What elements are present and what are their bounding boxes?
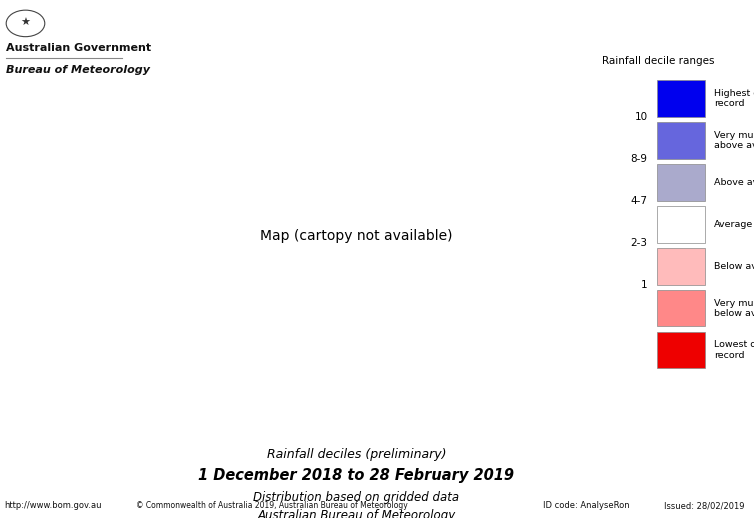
Text: Very much
above average: Very much above average xyxy=(714,131,754,150)
Text: Rainfall decile ranges: Rainfall decile ranges xyxy=(602,55,715,66)
Text: 1: 1 xyxy=(641,280,648,290)
Bar xyxy=(657,206,705,242)
Text: Bureau of Meteorology: Bureau of Meteorology xyxy=(6,65,150,75)
Text: 1 December 2018 to 28 February 2019: 1 December 2018 to 28 February 2019 xyxy=(198,468,514,483)
Bar xyxy=(657,290,705,326)
Text: Below average: Below average xyxy=(714,262,754,271)
Text: © Commonwealth of Australia 2019, Australian Bureau of Meteorology: © Commonwealth of Australia 2019, Austra… xyxy=(136,501,407,510)
Text: Very much
below average: Very much below average xyxy=(714,298,754,318)
Text: Rainfall deciles (preliminary): Rainfall deciles (preliminary) xyxy=(266,448,446,461)
Text: 8-9: 8-9 xyxy=(630,154,648,164)
Text: Above average: Above average xyxy=(714,178,754,187)
Text: ★: ★ xyxy=(20,19,30,28)
Text: Lowest on
record: Lowest on record xyxy=(714,340,754,360)
Bar xyxy=(657,332,705,368)
Text: Distribution based on gridded data: Distribution based on gridded data xyxy=(253,491,459,504)
Bar xyxy=(657,248,705,284)
Bar xyxy=(657,122,705,159)
Text: 4-7: 4-7 xyxy=(630,196,648,206)
Text: ID code: AnalyseRon: ID code: AnalyseRon xyxy=(543,501,630,510)
Text: Highest on
record: Highest on record xyxy=(714,89,754,108)
Text: 2-3: 2-3 xyxy=(630,238,648,248)
Text: Australian Government: Australian Government xyxy=(6,44,152,53)
Text: Map (cartopy not available): Map (cartopy not available) xyxy=(260,228,452,243)
Text: Australian Bureau of Meteorology: Australian Bureau of Meteorology xyxy=(257,509,455,518)
Bar xyxy=(657,80,705,117)
Bar xyxy=(657,164,705,200)
Text: Average: Average xyxy=(714,220,753,229)
Text: Issued: 28/02/2019: Issued: 28/02/2019 xyxy=(664,501,744,510)
Text: http://www.bom.gov.au: http://www.bom.gov.au xyxy=(4,501,101,510)
Text: 10: 10 xyxy=(635,112,648,122)
